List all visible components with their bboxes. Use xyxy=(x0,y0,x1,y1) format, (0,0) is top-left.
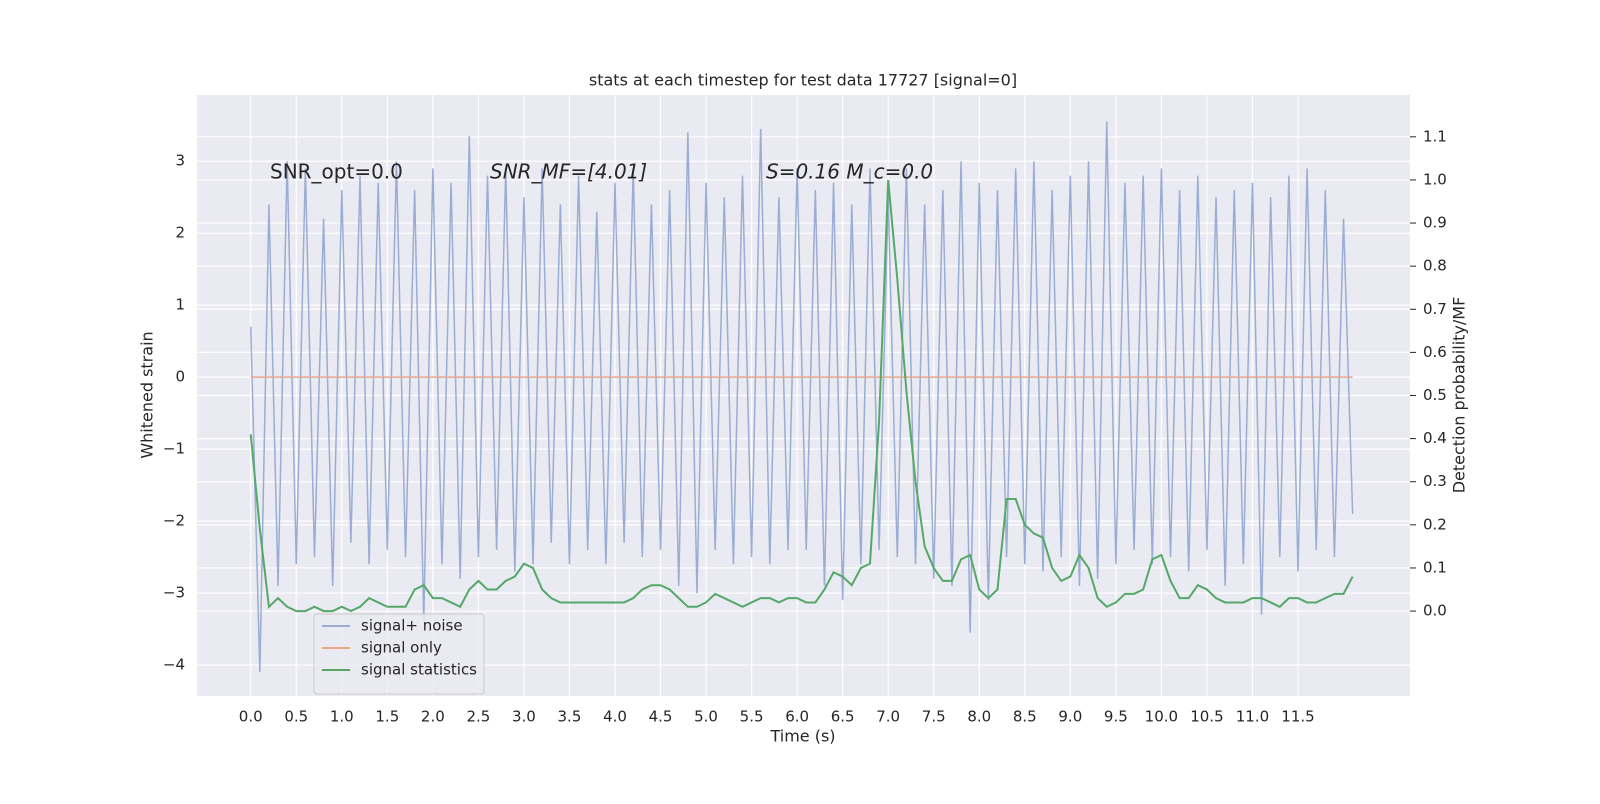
y2-tick-label: 1.1 xyxy=(1423,127,1447,145)
y2-tick-label: 0.9 xyxy=(1423,214,1447,232)
x-tick-label: 9.0 xyxy=(1058,708,1082,726)
x-tick-label: 5.5 xyxy=(740,708,764,726)
y-axis-label: Whitened strain xyxy=(138,331,157,458)
x-tick-label: 6.5 xyxy=(831,708,855,726)
x-tick-label: 0.0 xyxy=(239,708,263,726)
y-tick-label: 1 xyxy=(175,296,185,314)
x-tick-label: 2.5 xyxy=(466,708,490,726)
legend-label: signal statistics xyxy=(361,661,477,679)
legend-label: signal only xyxy=(361,639,442,657)
marks xyxy=(249,121,1354,673)
y2-tick-label: 0.4 xyxy=(1423,429,1447,447)
annotation: SNR_MF=[4.01] xyxy=(490,160,647,184)
y-tick-label: −4 xyxy=(163,656,185,674)
x-tick-label: 10.0 xyxy=(1145,708,1178,726)
y-tick-label: −3 xyxy=(163,584,185,602)
y2-tick-label: 1.0 xyxy=(1423,170,1447,188)
x-tick-label: 4.0 xyxy=(603,708,627,726)
y2-tick-label: 0.1 xyxy=(1423,558,1447,576)
x-tick-label: 8.0 xyxy=(967,708,991,726)
y-tick-label: 3 xyxy=(175,152,185,170)
series-line xyxy=(249,121,1354,673)
x-tick-label: 7.5 xyxy=(922,708,946,726)
legend xyxy=(313,613,485,695)
y2-tick-label: 0.8 xyxy=(1423,257,1447,275)
x-tick-label: 6.0 xyxy=(785,708,809,726)
x-tick-label: 9.5 xyxy=(1104,708,1128,726)
x-tick-label: 3.0 xyxy=(512,708,536,726)
y-tick-label: −1 xyxy=(163,440,185,458)
x-tick-label: 1.5 xyxy=(375,708,399,726)
y-tick-label: −2 xyxy=(163,512,185,530)
x-tick-label: 5.0 xyxy=(694,708,718,726)
y-tick-label: 0 xyxy=(175,368,185,386)
x-tick-label: 4.5 xyxy=(649,708,673,726)
x-tick-label: 10.5 xyxy=(1190,708,1223,726)
x-tick-label: 1.0 xyxy=(330,708,354,726)
x-tick-label: 2.0 xyxy=(421,708,445,726)
legend-label: signal+ noise xyxy=(361,617,463,635)
y2-tick-label: 0.7 xyxy=(1423,300,1447,318)
x-tick-label: 11.5 xyxy=(1281,708,1314,726)
x-tick-label: 7.0 xyxy=(876,708,900,726)
annotation: S=0.16 M_c=0.0 xyxy=(766,160,933,184)
annotation: SNR_opt=0.0 xyxy=(270,160,403,184)
x-tick-label: 11.0 xyxy=(1236,708,1269,726)
y2-axis-label: Detection probability/MF xyxy=(1450,297,1469,494)
y2-tick-label: 0.2 xyxy=(1423,515,1447,533)
series-line xyxy=(249,179,1354,613)
y-tick-label: 2 xyxy=(175,224,185,242)
x-tick-label: 3.5 xyxy=(558,708,582,726)
y2-tick-label: 0.3 xyxy=(1423,472,1447,490)
x-axis-label: Time (s) xyxy=(769,727,835,746)
x-tick-label: 8.5 xyxy=(1013,708,1037,726)
y2-tick-label: 0.5 xyxy=(1423,386,1447,404)
chart-title: stats at each timestep for test data 177… xyxy=(589,71,1017,90)
y2-tick-label: 0.0 xyxy=(1423,602,1447,620)
y2-tick-label: 0.6 xyxy=(1423,343,1447,361)
x-tick-label: 0.5 xyxy=(284,708,308,726)
